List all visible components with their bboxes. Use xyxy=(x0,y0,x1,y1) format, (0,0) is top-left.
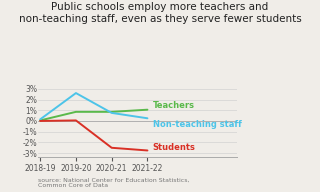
Text: Students: Students xyxy=(153,143,196,152)
Text: Teachers: Teachers xyxy=(153,101,195,110)
Text: Public schools employ more teachers and
non-teaching staff, even as they serve f: Public schools employ more teachers and … xyxy=(19,2,301,24)
Text: Non-teaching staff: Non-teaching staff xyxy=(153,120,242,129)
Text: source: National Center for Education Statistics,
Common Core of Data: source: National Center for Education St… xyxy=(38,177,190,188)
